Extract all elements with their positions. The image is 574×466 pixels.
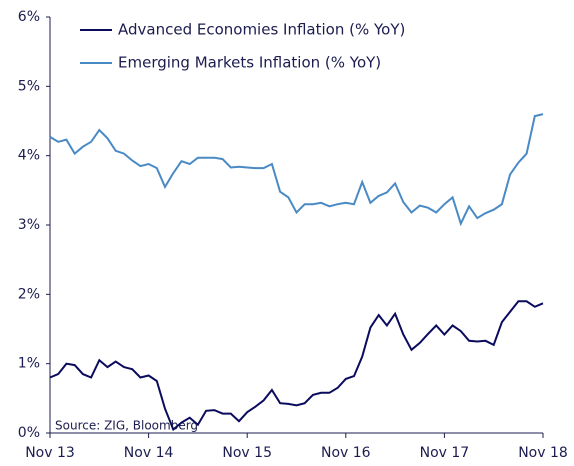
y-tick-label: 2% [18,286,40,302]
y-tick-label: 3% [18,217,40,233]
x-tick-label: Nov 15 [222,445,272,461]
legend-label: Emerging Markets Inflation (% YoY) [118,54,381,72]
y-tick-label: 4% [18,148,40,164]
x-tick-label: Nov 18 [518,445,568,461]
source-note: Source: ZIG, Bloomberg [55,419,198,433]
y-tick-label: 1% [18,356,40,372]
x-tick-label: Nov 16 [321,445,371,461]
y-tick-label: 0% [18,425,40,441]
series-line [49,113,544,227]
series-line [49,300,544,432]
y-tick-label: 5% [18,78,40,94]
legend-label: Advanced Economies Inflation (% YoY) [118,21,405,39]
x-tick-label: Nov 17 [420,445,470,461]
y-tick-label: 6% [18,9,40,25]
x-tick-label: Nov 14 [124,445,174,461]
x-tick-label: Nov 13 [25,445,75,461]
